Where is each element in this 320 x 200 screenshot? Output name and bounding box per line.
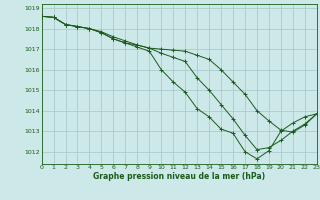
X-axis label: Graphe pression niveau de la mer (hPa): Graphe pression niveau de la mer (hPa) bbox=[93, 172, 265, 181]
